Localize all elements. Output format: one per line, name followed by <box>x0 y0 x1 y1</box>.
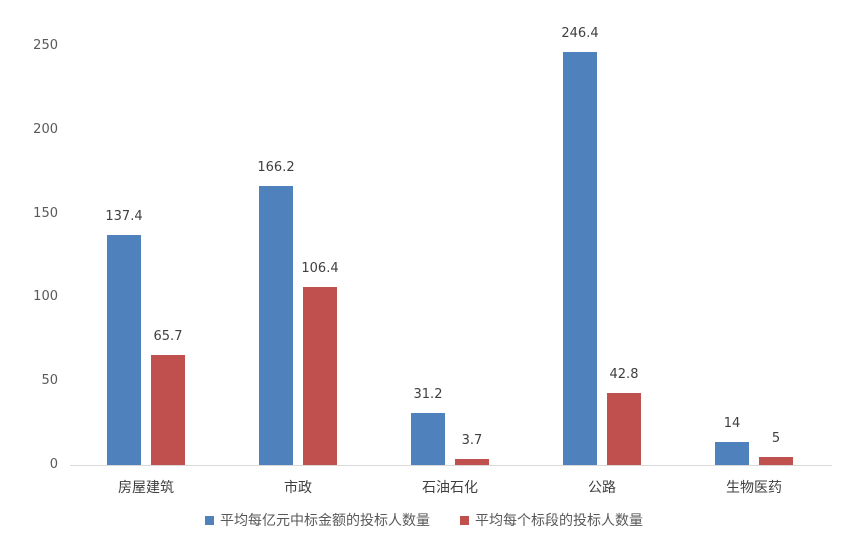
legend-label: 平均每亿元中标金额的投标人数量 <box>220 513 430 529</box>
data-label: 246.4 <box>561 26 599 42</box>
bar-per-100m-yuan <box>563 52 597 465</box>
bar-per-100m-yuan <box>259 186 293 465</box>
legend: 平均每亿元中标金额的投标人数量 平均每个标段的投标人数量 <box>0 510 848 530</box>
data-label: 5 <box>771 430 781 446</box>
bar-per-section <box>151 354 185 465</box>
data-label: 65.7 <box>153 328 183 344</box>
data-label: 31.2 <box>413 386 443 402</box>
legend-item: 平均每亿元中标金额的投标人数量 <box>205 510 430 530</box>
data-label: 14 <box>723 415 741 431</box>
bar-per-100m-yuan <box>107 234 141 465</box>
x-category-label: 生物医药 <box>726 480 782 496</box>
legend-swatch-icon <box>205 515 214 525</box>
data-label: 137.4 <box>105 208 143 224</box>
y-tick-label: 250 <box>33 38 58 53</box>
legend-label: 平均每个标段的投标人数量 <box>475 513 643 529</box>
bar-per-100m-yuan <box>411 412 445 465</box>
data-label: 106.4 <box>301 260 339 276</box>
bar-per-section <box>607 393 641 465</box>
y-tick-label: 200 <box>33 121 58 137</box>
x-category-label: 房屋建筑 <box>118 480 174 496</box>
data-label: 166.2 <box>257 160 295 176</box>
x-category-label: 石油石化 <box>422 480 478 496</box>
data-label: 3.7 <box>461 432 483 448</box>
x-axis-line <box>70 465 832 466</box>
y-tick-label: 150 <box>33 205 58 221</box>
y-tick-label: 100 <box>33 289 58 305</box>
legend-swatch-icon <box>460 515 469 525</box>
x-category-label: 公路 <box>588 480 616 496</box>
bar-per-section <box>759 456 793 465</box>
bar-per-section <box>455 458 489 465</box>
legend-item: 平均每个标段的投标人数量 <box>460 510 643 530</box>
bar-per-100m-yuan <box>715 441 749 465</box>
y-tick-label: 50 <box>41 373 58 389</box>
x-category-label: 市政 <box>284 480 312 496</box>
y-tick-label: 0 <box>49 457 58 472</box>
data-label: 42.8 <box>609 367 639 383</box>
bar-per-section <box>303 286 337 465</box>
